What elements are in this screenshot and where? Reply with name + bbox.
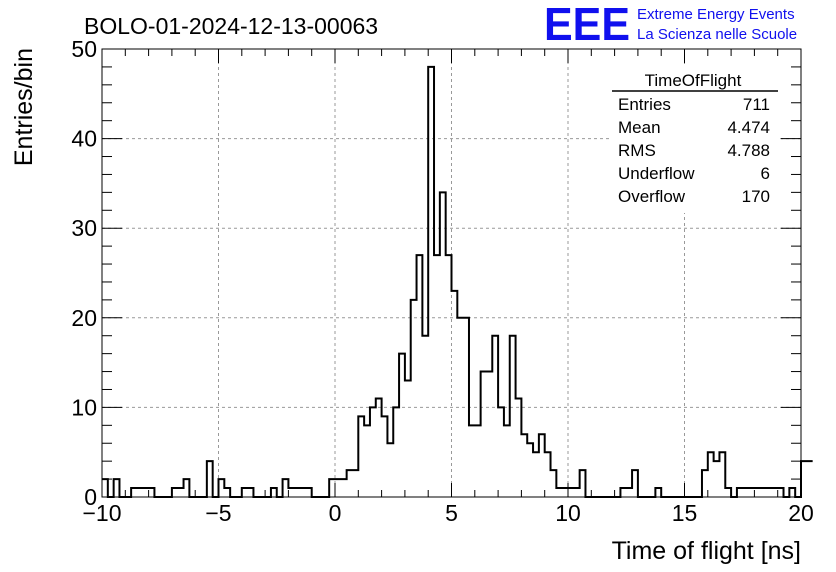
x-tick-label: 5	[445, 500, 458, 526]
eee-logo-mark: EEE	[544, 0, 630, 50]
logo-line-2: La Scienza nelle Scuole	[637, 26, 797, 43]
x-tick-label: 15	[672, 500, 698, 526]
y-axis-label: Entries/bin	[10, 48, 38, 166]
stats-row-value: 4.474	[727, 118, 770, 137]
stats-row-value: 170	[742, 187, 770, 206]
y-tick-label: 10	[71, 394, 97, 420]
axis-ticks	[101, 48, 802, 498]
x-tick-label: 20	[788, 500, 814, 526]
y-tick-label: 20	[71, 305, 97, 331]
x-tick-label: −5	[205, 500, 231, 526]
stats-row-label: Mean	[618, 118, 661, 137]
stats-row-label: Underflow	[618, 164, 695, 183]
x-tick-label: 10	[555, 500, 581, 526]
stats-row-label: Overflow	[618, 187, 686, 206]
eee-logo: EEE Extreme Energy Events La Scienza nel…	[544, 0, 797, 50]
stats-box-title: TimeOfFlight	[645, 71, 742, 90]
y-tick-label: 30	[71, 215, 97, 241]
x-axis-label: Time of flight [ns]	[612, 537, 801, 565]
stats-row-label: RMS	[618, 141, 656, 160]
y-tick-label: 40	[71, 126, 97, 152]
stats-row-value: 711	[743, 95, 770, 114]
stats-box: TimeOfFlight Entries 711 Mean 4.474 RMS 4.788…	[612, 67, 778, 213]
x-tick-label: −10	[82, 500, 121, 526]
stats-rows: Entries 711 Mean 4.474 RMS 4.788 Underflow 6 Ove…	[618, 95, 770, 206]
x-tick-label: 0	[329, 500, 342, 526]
stats-row-value: 4.788	[727, 141, 770, 160]
chart-title: BOLO-01-2024-12-13-00063	[84, 13, 378, 39]
stats-row-label: Entries	[618, 95, 671, 114]
stats-row-value: 6	[761, 164, 770, 183]
y-tick-label: 50	[71, 36, 97, 62]
axis-tick-labels: −10 −5 0 5 10 15 20 0 10 20 30 40 50	[71, 36, 813, 526]
logo-line-1: Extreme Energy Events	[637, 6, 795, 23]
y-tick-label: 0	[84, 484, 97, 510]
